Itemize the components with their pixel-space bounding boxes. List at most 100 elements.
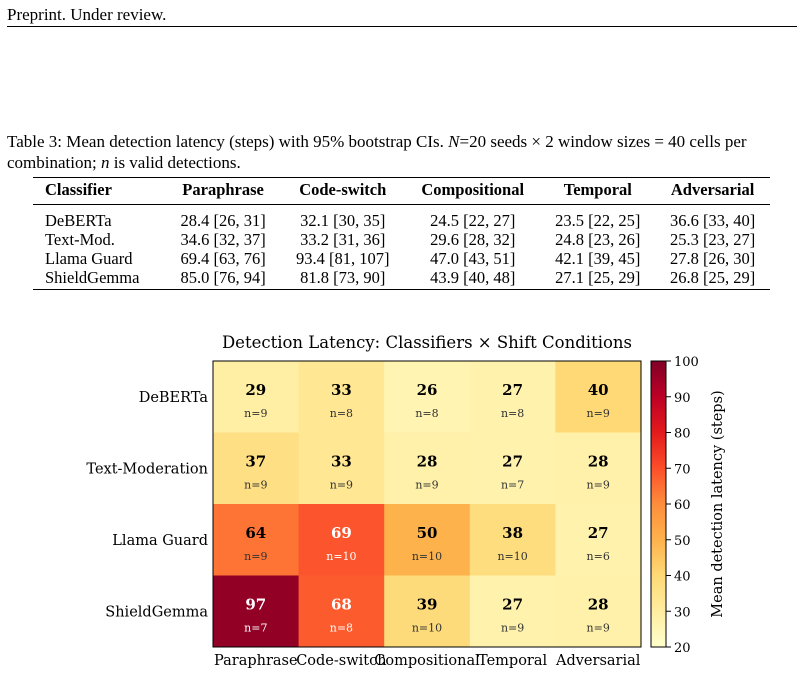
table-row: ShieldGemma 85.0 [76, 94] 81.8 [73, 90] …: [33, 268, 770, 290]
table-row: Text-Mod. 34.6 [32, 37] 33.2 [31, 36] 29…: [33, 230, 770, 249]
colorbar-tick-label: 50: [674, 534, 691, 549]
table-cell: 47.0 [43, 51]: [430, 249, 516, 268]
cell-count-label: n=8: [330, 621, 353, 634]
colorbar-tick-label: 40: [674, 570, 691, 585]
cell-value-label: 38: [502, 524, 523, 542]
cell-count-label: n=9: [587, 478, 610, 491]
table-cell: 93.4 [81, 107]: [296, 249, 390, 268]
row-tick-label: DeBERTa: [139, 390, 209, 406]
heatmap-figure: Detection Latency: Classifiers × Shift C…: [0, 320, 804, 675]
heatmap-cell: [555, 575, 642, 648]
table-cell: 36.6 [33, 40]: [669, 211, 756, 230]
heatmap-cell: [555, 504, 642, 576]
cell-count-label: n=10: [497, 550, 527, 563]
table-cell: DeBERTa: [45, 211, 112, 230]
table-cell: 24.8 [23, 26]: [555, 230, 641, 249]
cell-count-label: n=10: [412, 550, 442, 563]
table-cell: 33.2 [31, 36]: [300, 230, 386, 249]
cell-count-label: n=8: [501, 407, 524, 420]
col-header: Temporal: [563, 180, 632, 199]
col-header: Classifier: [45, 180, 112, 199]
heatmap-cell: [213, 575, 300, 648]
colorbar-tick-label: 70: [674, 462, 691, 477]
heatmap-cell: [298, 361, 385, 433]
table-cell: 32.1 [30, 35]: [300, 211, 386, 230]
caption-n-small: n: [100, 153, 110, 172]
col-header: Adversarial: [670, 180, 755, 199]
heatmap-frame: [212, 360, 642, 648]
heatmap-cell: [213, 361, 300, 433]
table-cell: 23.5 [22, 25]: [555, 211, 641, 230]
table-cell: Llama Guard: [45, 249, 133, 268]
heatmap-cell: [384, 504, 471, 576]
heatmap-cell: [213, 432, 300, 505]
heatmap-svg: Detection Latency: Classifiers × Shift C…: [86, 333, 726, 669]
running-header: Preprint. Under review.: [7, 5, 167, 24]
col-tick-label: Compositional: [374, 653, 480, 669]
colorbar-label: Mean detection latency (steps): [710, 390, 726, 617]
colorbar-tick-label: 20: [674, 641, 691, 656]
table-cell: 26.8 [25, 29]: [669, 268, 756, 287]
cell-value-label: 33: [331, 452, 352, 470]
table-cell: 85.0 [76, 94]: [180, 268, 266, 287]
cell-value-label: 27: [502, 452, 523, 470]
table-cell: 34.6 [32, 37]: [180, 230, 266, 249]
caption-n-symbol: N: [448, 132, 460, 151]
caption-part2: =20 seeds × 2 window sizes = 40 cells pe…: [7, 132, 747, 172]
heatmap-cell: [469, 575, 556, 648]
cell-count-label: n=10: [412, 621, 442, 634]
table-cell: 28.4 [26, 31]: [180, 211, 266, 230]
cell-value-label: 28: [417, 452, 438, 470]
caption-part3: is valid detections.: [109, 153, 241, 172]
table-cell: 81.8 [73, 90]: [300, 268, 386, 287]
col-tick-label: Adversarial: [555, 653, 641, 669]
col-header: Code-switch: [299, 180, 387, 199]
table-cell: 24.5 [22, 27]: [430, 211, 516, 230]
table-cell: 69.4 [63, 76]: [180, 249, 266, 268]
col-tick-label: Code-switch: [296, 653, 386, 669]
caption-part1: Table 3: Mean detection latency (steps) …: [7, 132, 449, 151]
table-cell: 27.8 [26, 30]: [669, 249, 756, 268]
cell-count-label: n=7: [501, 478, 524, 491]
cell-value-label: 69: [331, 524, 352, 542]
heatmap-cell: [384, 575, 471, 648]
cell-value-label: 27: [502, 595, 523, 613]
colorbar-tick-label: 60: [674, 498, 691, 513]
latency-table: Classifier Paraphrase Code-switch Compos…: [33, 177, 770, 290]
table-cell: 25.3 [23, 27]: [669, 230, 756, 249]
heatmap-cell: [384, 361, 471, 433]
row-tick-label: Text-Moderation: [86, 461, 208, 477]
table-cell: 43.9 [40, 48]: [430, 268, 516, 287]
col-header: Compositional: [421, 180, 525, 199]
table-header-row: Classifier Paraphrase Code-switch Compos…: [33, 177, 770, 205]
row-tick-label: Llama Guard: [112, 533, 208, 549]
cell-value-label: 37: [245, 452, 266, 470]
table-caption: Table 3: Mean detection latency (steps) …: [7, 131, 799, 173]
cell-value-label: 27: [588, 524, 609, 542]
col-tick-label: Temporal: [478, 653, 547, 669]
heatmap-cell: [469, 432, 556, 505]
colorbar: [650, 360, 667, 648]
colorbar-tick-label: 80: [674, 427, 691, 442]
colorbar-tick-label: 100: [674, 355, 699, 370]
cell-count-label: n=9: [415, 478, 438, 491]
table-cell: 29.6 [28, 32]: [430, 230, 516, 249]
colorbar-tick-label: 90: [674, 391, 691, 406]
heatmap-cell: [469, 361, 556, 433]
heatmap-cell: [555, 432, 642, 505]
heatmap-cell: [298, 575, 385, 648]
cell-value-label: 28: [588, 595, 609, 613]
colorbar-tick-label: 30: [674, 605, 691, 620]
heatmap-cell: [469, 504, 556, 576]
cell-value-label: 39: [417, 595, 438, 613]
cell-value-label: 33: [331, 381, 352, 399]
cell-count-label: n=10: [326, 550, 356, 563]
table-cell: 27.1 [25, 29]: [555, 268, 641, 287]
table-cell: ShieldGemma: [45, 268, 140, 287]
cell-count-label: n=9: [244, 478, 267, 491]
row-tick-label: ShieldGemma: [105, 604, 208, 620]
cell-count-label: n=9: [587, 407, 610, 420]
cell-count-label: n=9: [244, 407, 267, 420]
cell-value-label: 64: [245, 524, 266, 542]
table-cell: 42.1 [39, 45]: [555, 249, 641, 268]
